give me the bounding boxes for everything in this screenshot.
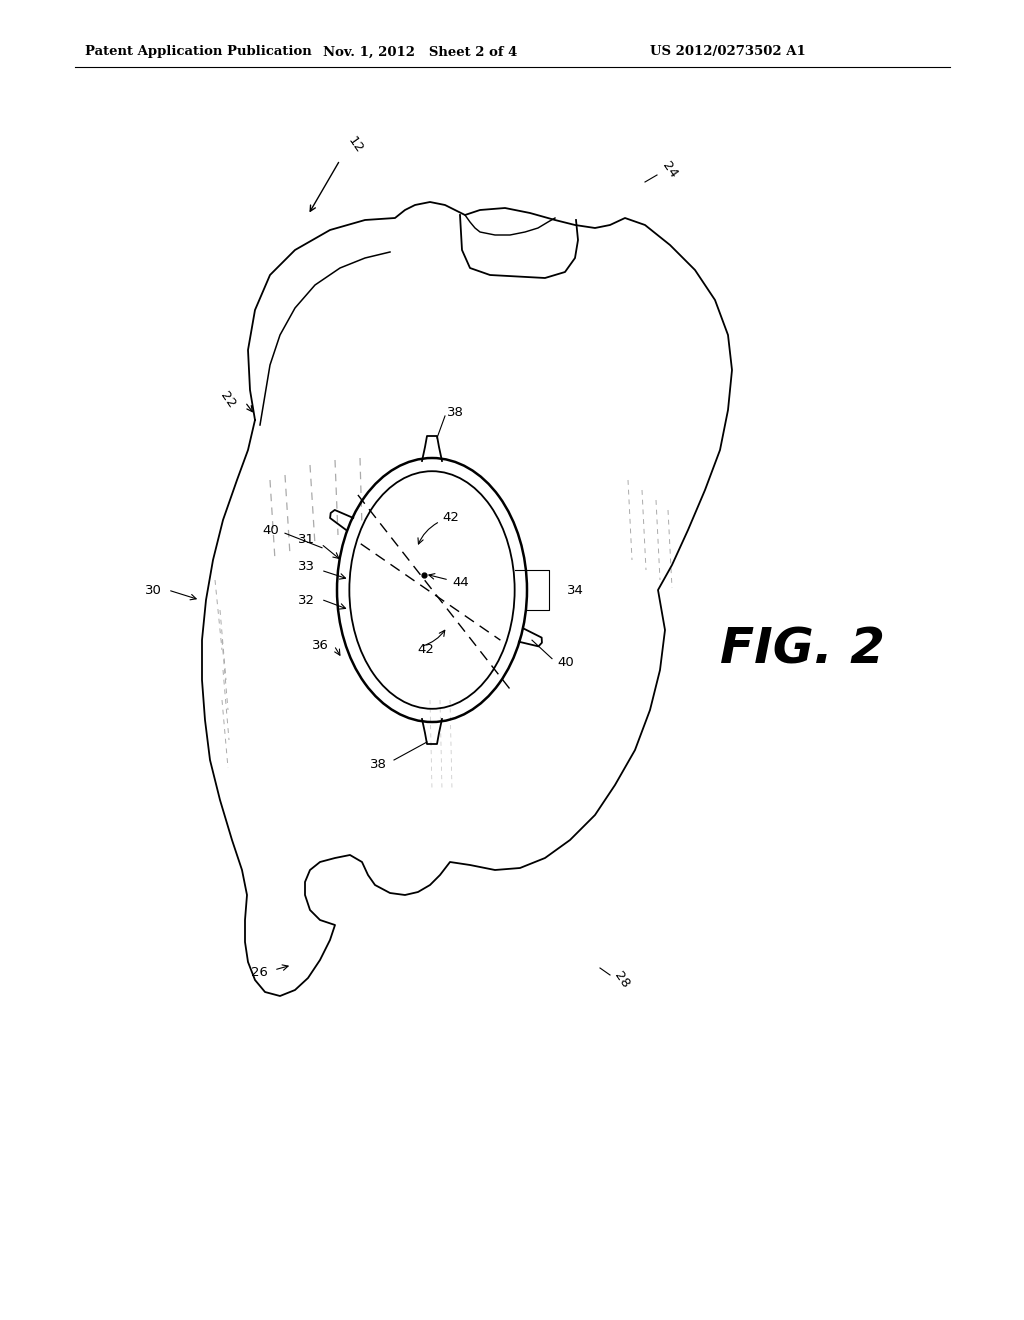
Text: 33: 33	[298, 560, 315, 573]
Text: Patent Application Publication: Patent Application Publication	[85, 45, 311, 58]
Text: 42: 42	[442, 511, 459, 524]
Text: 30: 30	[145, 583, 162, 597]
Text: 34: 34	[567, 583, 584, 597]
Text: 22: 22	[218, 389, 238, 411]
Text: 26: 26	[251, 965, 268, 978]
Text: Nov. 1, 2012   Sheet 2 of 4: Nov. 1, 2012 Sheet 2 of 4	[323, 45, 517, 58]
Text: 12: 12	[345, 135, 366, 156]
Text: 40: 40	[262, 524, 279, 537]
Text: FIG. 2: FIG. 2	[720, 626, 885, 675]
Text: 38: 38	[370, 758, 387, 771]
Text: 32: 32	[298, 594, 315, 607]
Text: 42: 42	[417, 643, 434, 656]
Text: 28: 28	[612, 969, 633, 990]
Text: 36: 36	[312, 639, 329, 652]
Text: 31: 31	[298, 533, 315, 546]
Text: 40: 40	[557, 656, 573, 669]
Text: US 2012/0273502 A1: US 2012/0273502 A1	[650, 45, 806, 58]
Text: 24: 24	[660, 160, 680, 181]
Text: 38: 38	[447, 407, 464, 420]
Text: 44: 44	[452, 576, 469, 589]
